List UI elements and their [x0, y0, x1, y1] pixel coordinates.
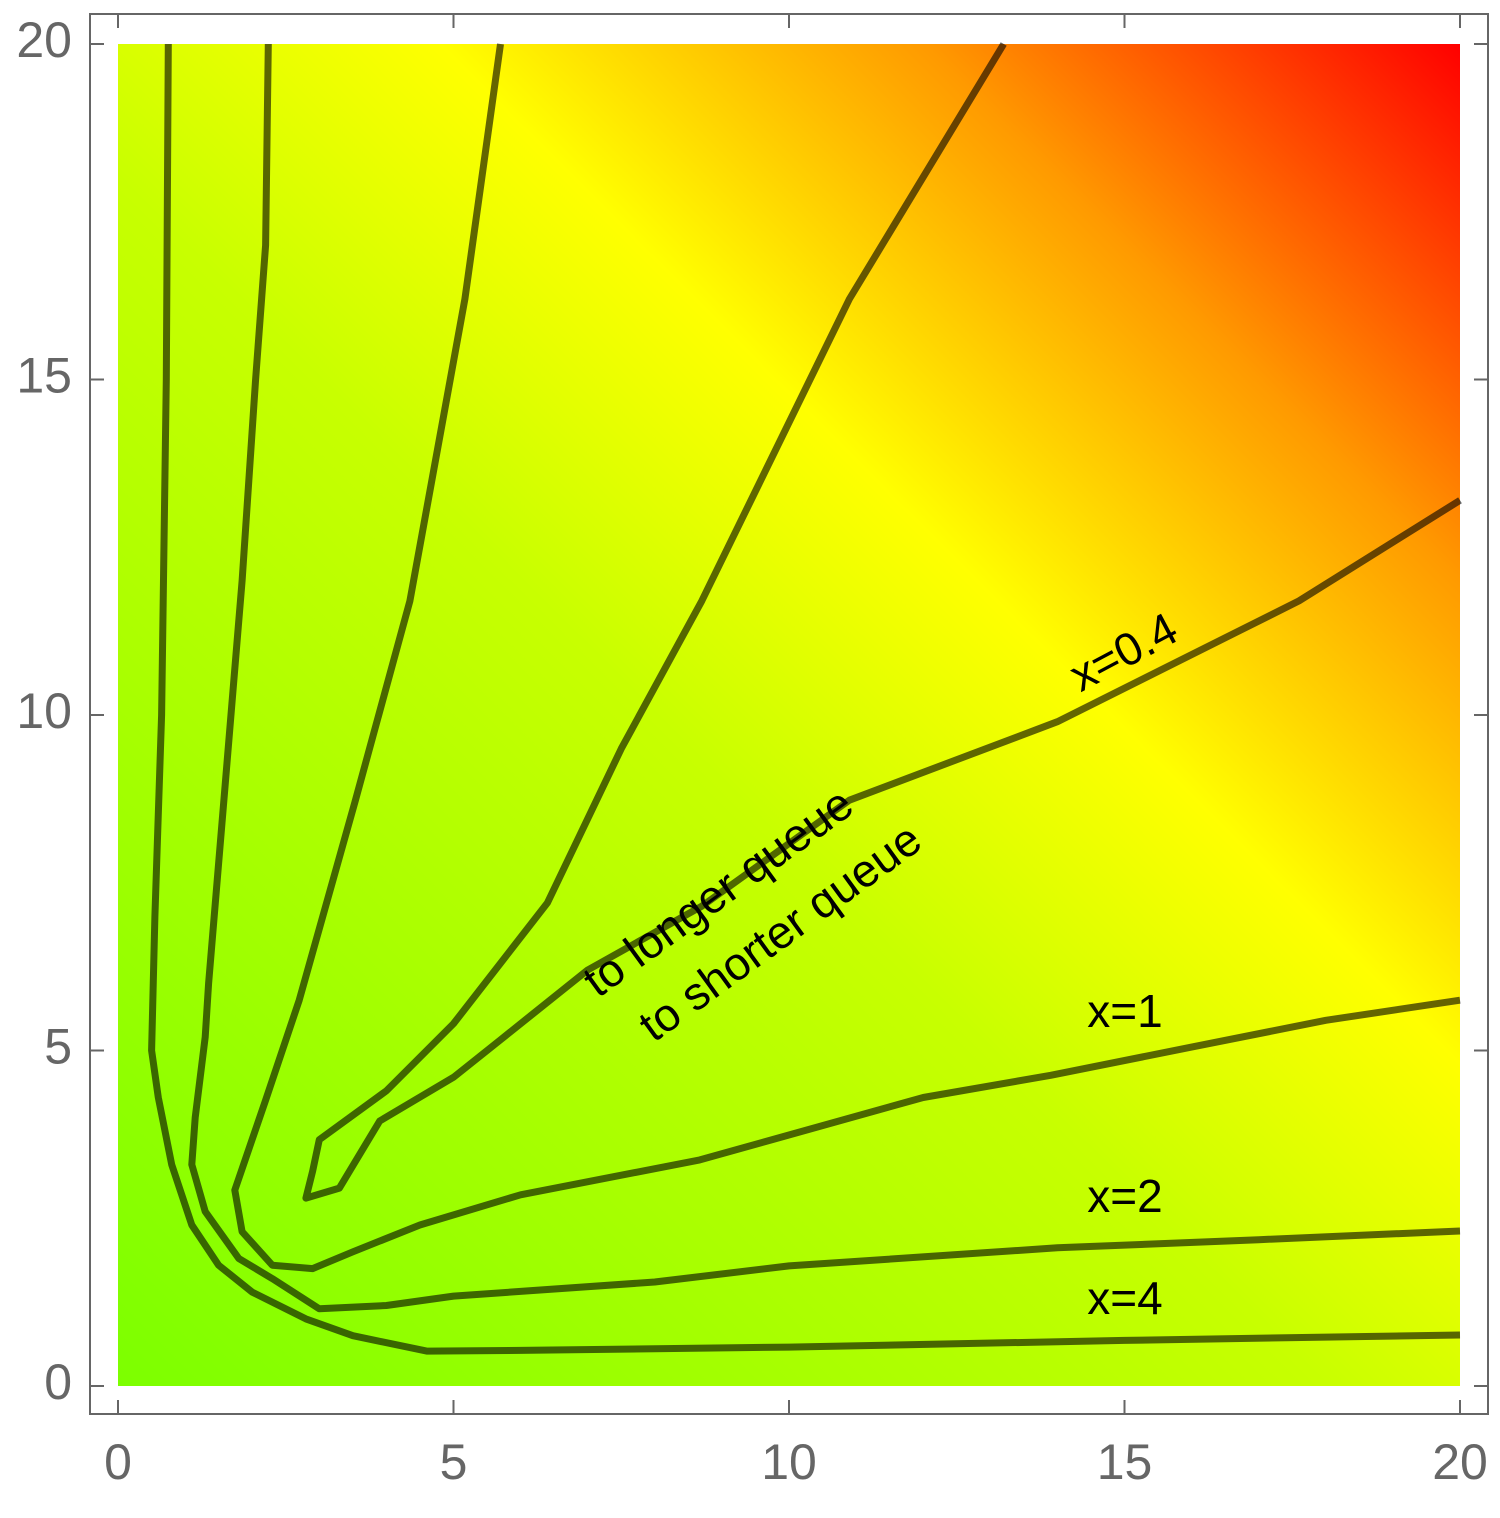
x-tick-label: 10: [761, 1434, 817, 1490]
contour-label: x=2: [1087, 1170, 1162, 1222]
contour-line: [302, 42, 1462, 1202]
contour-line: [231, 43, 1461, 1273]
x-tick-label: 5: [440, 1434, 468, 1490]
x-tick-label: 20: [1432, 1434, 1488, 1490]
contour-line: [148, 43, 1461, 1355]
contour-line: [188, 43, 1461, 1313]
contour-label: x=4: [1087, 1272, 1162, 1324]
y-tick-label: 15: [16, 348, 72, 404]
y-tick-label: 10: [16, 683, 72, 739]
y-tick-label: 20: [16, 12, 72, 68]
contour-label: x=1: [1087, 985, 1162, 1037]
y-tick-label: 5: [44, 1019, 72, 1075]
y-tick-label: 0: [44, 1354, 72, 1410]
x-tick-label: 15: [1097, 1434, 1153, 1490]
density-background: [118, 44, 1460, 1386]
x-tick-label: 0: [104, 1434, 132, 1490]
